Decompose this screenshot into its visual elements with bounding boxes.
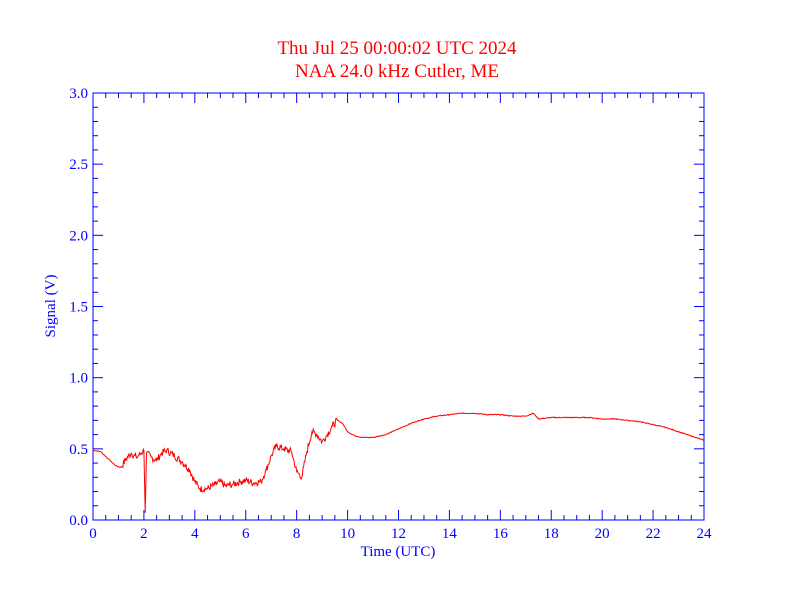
y-tick-label: 1.5 (69, 300, 88, 316)
x-tick-label: 8 (293, 526, 301, 542)
x-tick-label: 20 (595, 526, 610, 542)
x-tick-label: 14 (442, 526, 458, 542)
y-tick-label: 0.0 (69, 513, 88, 529)
x-tick-label: 16 (493, 526, 509, 542)
chart-title: Thu Jul 25 00:00:02 UTC 2024 (277, 38, 517, 59)
y-tick-label: 2.0 (69, 228, 88, 244)
chart-subtitle: NAA 24.0 kHz Cutler, ME (295, 61, 499, 82)
x-tick-label: 24 (697, 526, 713, 542)
x-tick-label: 18 (544, 526, 559, 542)
x-tick-label: 22 (646, 526, 661, 542)
y-tick-label: 0.5 (69, 442, 88, 458)
x-tick-label: 2 (140, 526, 148, 542)
y-tick-label: 2.5 (69, 157, 88, 173)
axis-ticks (92, 92, 705, 521)
x-tick-labels: 0 2 4 6 8 10 12 14 16 18 20 22 24 (89, 526, 712, 542)
x-axis-label: Time (UTC) (361, 544, 436, 560)
x-tick-label: 6 (242, 526, 250, 542)
plot-frame (92, 92, 705, 521)
y-tick-labels: 0.0 0.5 1.0 1.5 2.0 2.5 3.0 (69, 86, 88, 529)
x-tick-label: 12 (391, 526, 406, 542)
x-tick-label: 0 (89, 526, 97, 542)
y-tick-label: 3.0 (69, 86, 88, 102)
signal-series-line (92, 412, 705, 513)
x-tick-label: 4 (191, 526, 199, 542)
y-tick-label: 1.0 (69, 371, 88, 387)
y-axis-label: Signal (V) (43, 275, 59, 338)
x-tick-label: 10 (340, 526, 355, 542)
